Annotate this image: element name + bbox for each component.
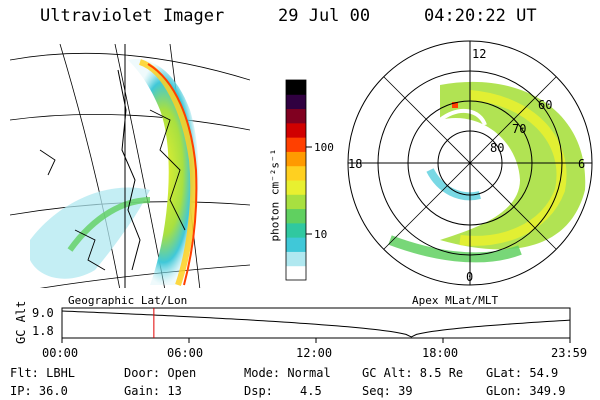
glat-readout: GLat: 54.9 bbox=[486, 366, 559, 380]
mlat-label-80: 80 bbox=[490, 141, 505, 155]
colorbar-band bbox=[286, 208, 306, 224]
mlt-label-12: 12 bbox=[472, 47, 487, 61]
colorbar-band bbox=[286, 137, 306, 152]
dsp-value: 4.5 bbox=[300, 384, 322, 398]
timeline-xtick-0600: 06:00 bbox=[167, 346, 204, 360]
timeline-xtick-0000: 00:00 bbox=[42, 346, 79, 360]
instrument-title: Ultraviolet Imager bbox=[40, 6, 225, 26]
mlat-label-70: 70 bbox=[512, 122, 527, 136]
colorbar-band bbox=[286, 251, 306, 267]
gc-alt-readout: GC Alt: 8.5 Re bbox=[362, 366, 464, 380]
timeline-xtick-2359: 23:59 bbox=[551, 346, 588, 360]
colorbar-band bbox=[286, 180, 306, 195]
seq-readout: Seq: 39 bbox=[362, 384, 413, 398]
mlt-label-18: 18 bbox=[348, 157, 363, 171]
timeline-ytick-top: 9.0 bbox=[32, 306, 54, 320]
dsp-label: Dsp: bbox=[244, 384, 273, 398]
mlat-label-60: 60 bbox=[538, 98, 553, 112]
timeline-xtick-1800: 18:00 bbox=[422, 346, 459, 360]
colorbar-band bbox=[286, 94, 306, 110]
colorbar-band bbox=[286, 237, 306, 252]
observation-date: 29 Jul 00 bbox=[278, 6, 371, 26]
timeline-ylabel: GC Alt bbox=[14, 300, 28, 344]
mode-readout: Mode: Normal bbox=[244, 366, 331, 380]
colorbar-band bbox=[286, 222, 306, 238]
colorbar-band bbox=[286, 108, 306, 124]
ip-readout: IP: 36.0 bbox=[10, 384, 68, 398]
gain-readout: Gain: 13 bbox=[124, 384, 182, 398]
timeline-xtick-1200: 12:00 bbox=[296, 346, 333, 360]
geographic-caption: Geographic Lat/Lon bbox=[68, 294, 188, 307]
colorbar-band bbox=[286, 122, 306, 138]
door-readout: Door: Open bbox=[124, 366, 197, 380]
colorbar-band bbox=[286, 80, 306, 95]
filter-readout: Flt: LBHL bbox=[10, 366, 76, 380]
polar-caption: Apex MLat/MLT bbox=[412, 294, 499, 307]
colorbar-band bbox=[286, 151, 306, 167]
altitude-curve bbox=[61, 310, 571, 338]
colorbar-band bbox=[286, 165, 306, 181]
colorbar-tick-label-100: 100 bbox=[314, 141, 334, 154]
mlt-label-0: 0 bbox=[466, 270, 474, 284]
timeline-ytick-bottom: 1.8 bbox=[32, 324, 54, 338]
colorbar-band bbox=[286, 194, 306, 210]
colorbar-tick-label-10: 10 bbox=[314, 228, 328, 241]
colorbar-band bbox=[286, 265, 306, 281]
observation-time: 04:20:22 UT bbox=[424, 6, 537, 26]
mlt-label-6: 6 bbox=[578, 157, 586, 171]
glon-readout: GLon: 349.9 bbox=[486, 384, 566, 398]
